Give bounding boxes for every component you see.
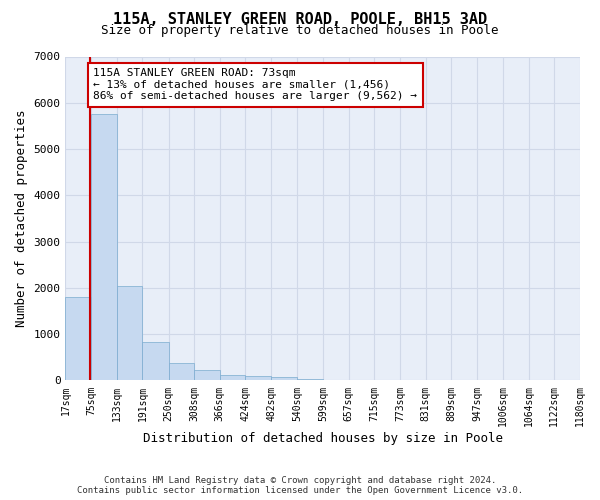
Bar [271, 377, 297, 380]
Bar [142, 342, 169, 380]
Bar [91, 114, 117, 380]
Text: Contains HM Land Registry data © Crown copyright and database right 2024.
Contai: Contains HM Land Registry data © Crown c… [77, 476, 523, 495]
X-axis label: Distribution of detached houses by size in Poole: Distribution of detached houses by size … [143, 432, 503, 445]
Bar [117, 286, 142, 380]
Y-axis label: Number of detached properties: Number of detached properties [15, 110, 28, 327]
Text: 115A STANLEY GREEN ROAD: 73sqm
← 13% of detached houses are smaller (1,456)
86% : 115A STANLEY GREEN ROAD: 73sqm ← 13% of … [93, 68, 417, 102]
Bar [297, 379, 323, 380]
Text: Size of property relative to detached houses in Poole: Size of property relative to detached ho… [101, 24, 499, 37]
Bar [245, 376, 271, 380]
Bar [220, 375, 245, 380]
Bar [65, 297, 91, 380]
Bar [169, 363, 194, 380]
Text: 115A, STANLEY GREEN ROAD, POOLE, BH15 3AD: 115A, STANLEY GREEN ROAD, POOLE, BH15 3A… [113, 12, 487, 28]
Bar [194, 370, 220, 380]
